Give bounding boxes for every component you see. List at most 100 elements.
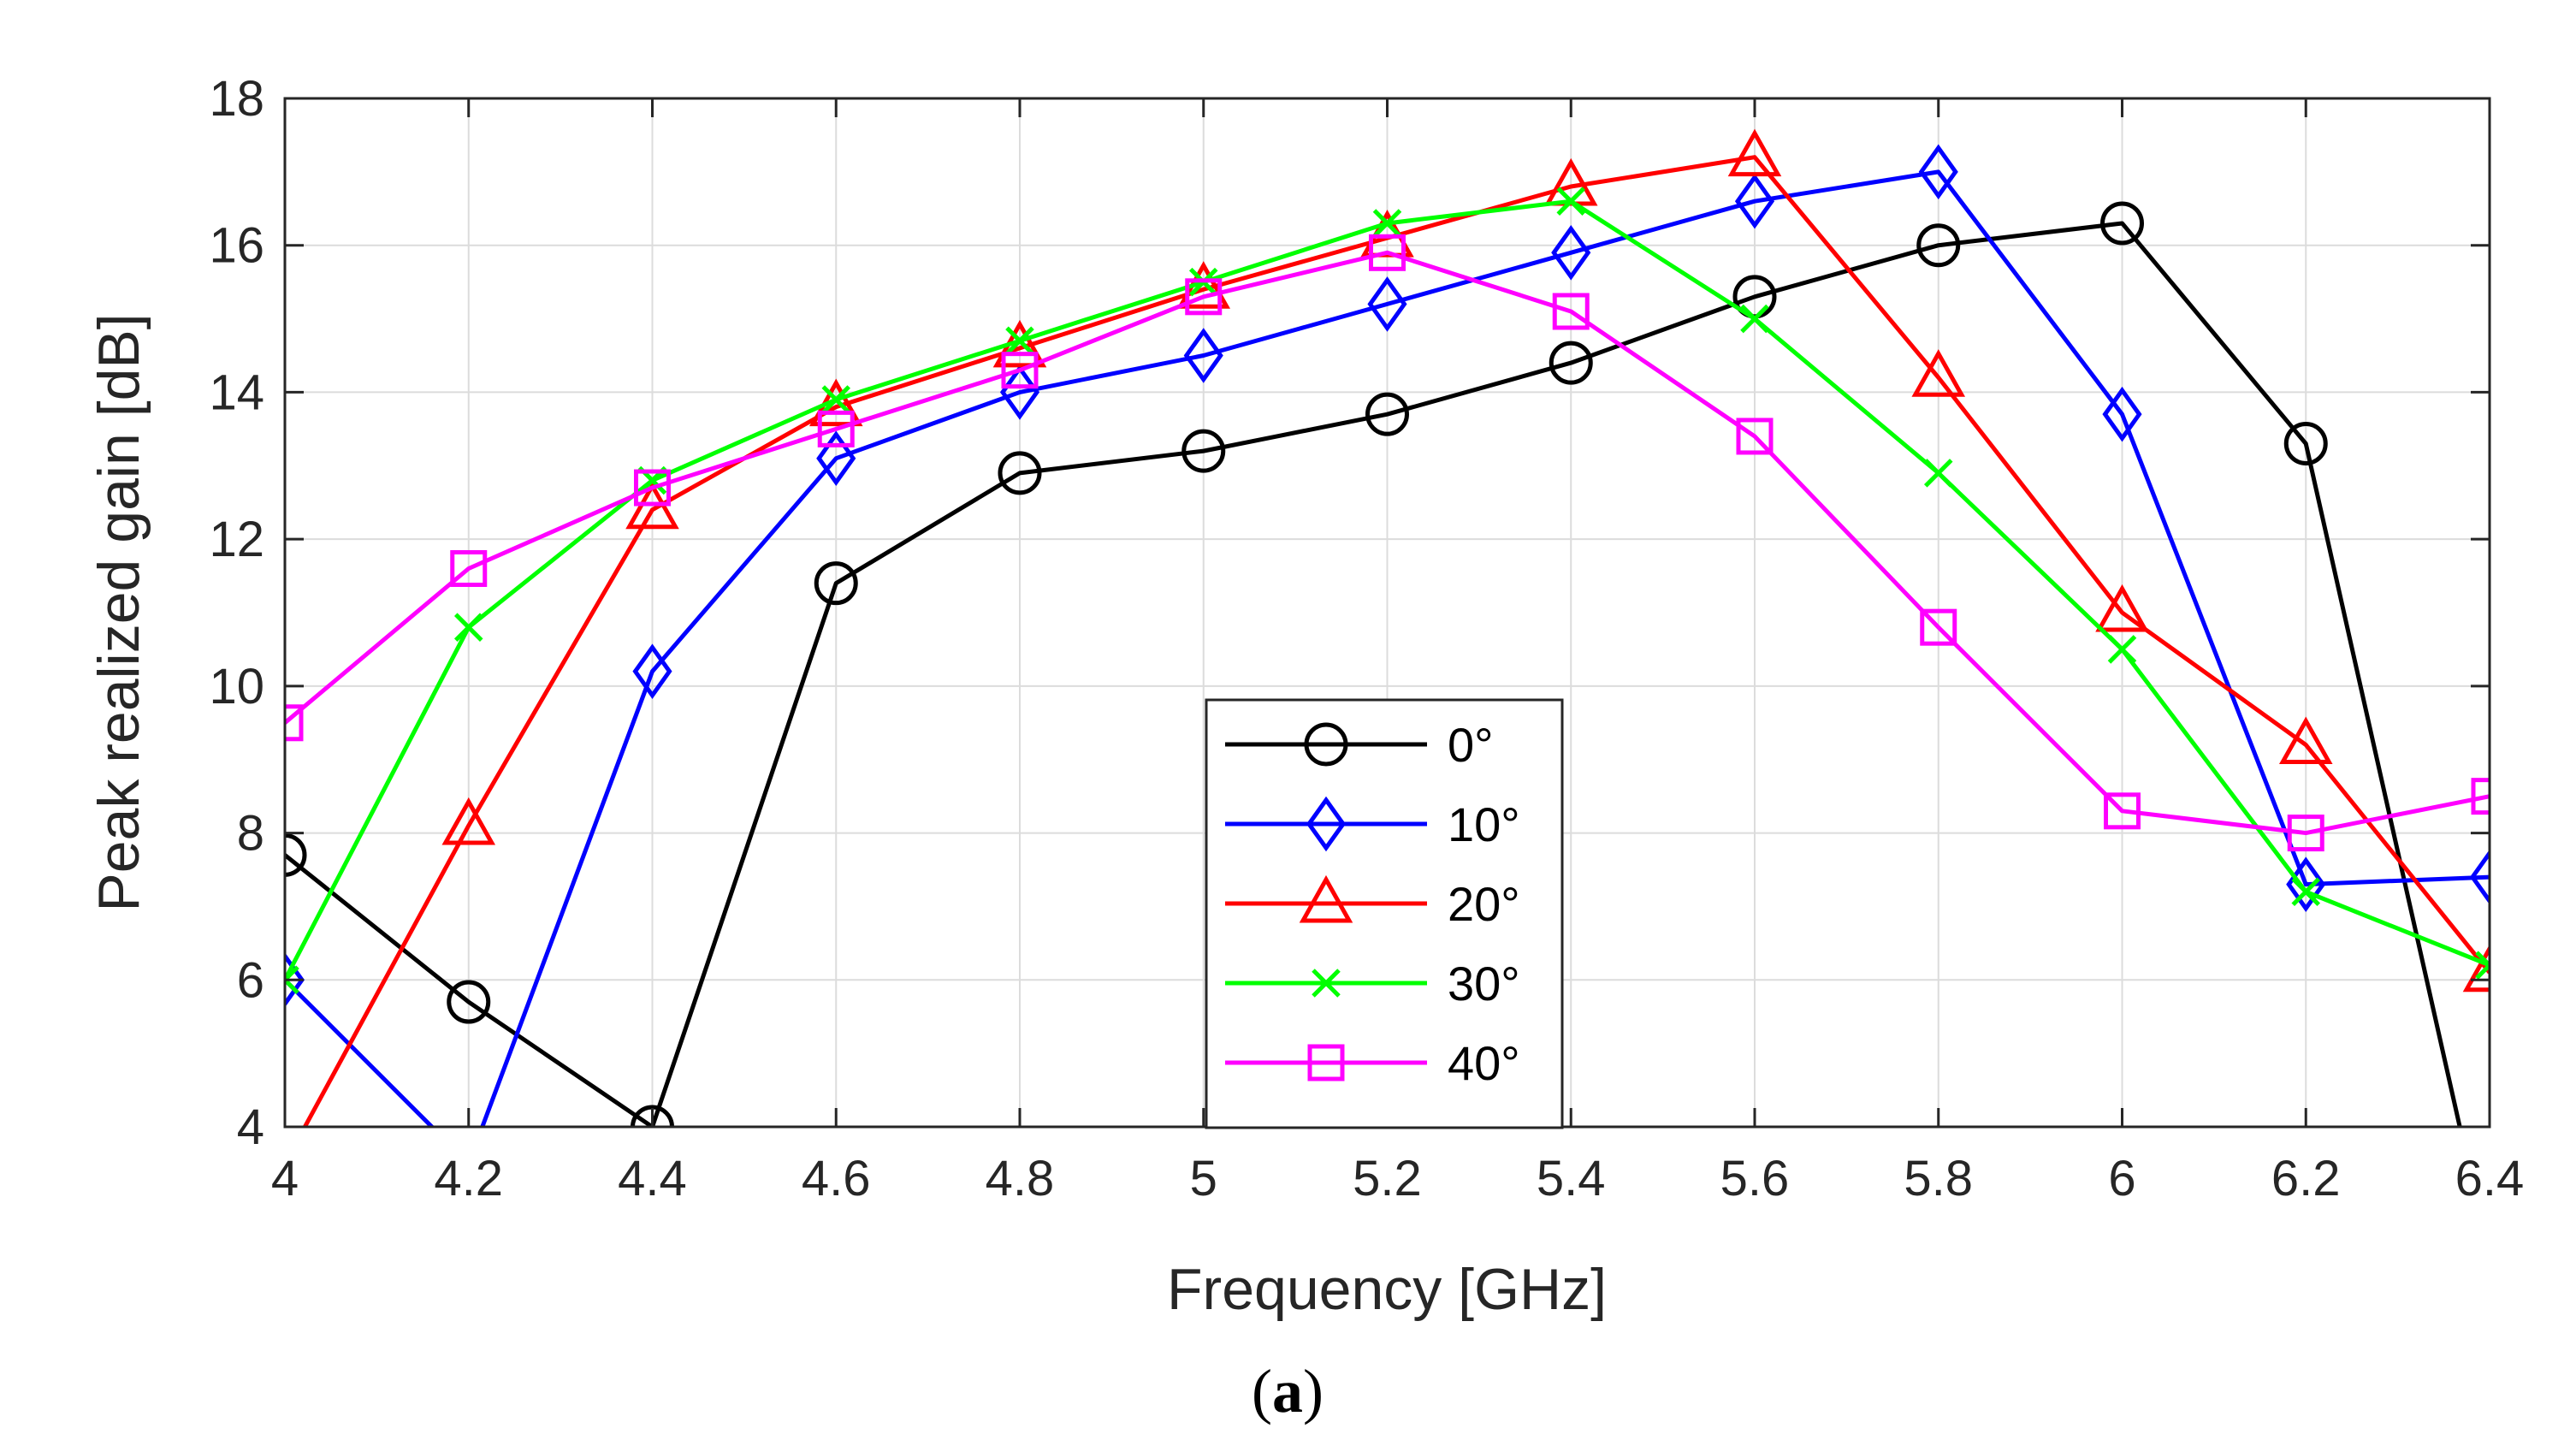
series-2-point-8 <box>1727 128 1782 177</box>
x-tick-label-10: 6 <box>2108 1151 2135 1206</box>
series-3-point-8-stroke-b <box>1740 304 1769 334</box>
caption: (a) <box>1252 1357 1324 1425</box>
x-tick-label-11: 6.2 <box>2271 1151 2341 1206</box>
legend-marker-2 <box>1299 874 1353 923</box>
series-0-point-9 <box>1916 223 1961 268</box>
legend-marker-0 <box>1304 722 1348 767</box>
series-0 <box>285 201 2462 1127</box>
series-0-point-2 <box>631 1105 674 1127</box>
legend-label-4: 40° <box>1448 1036 1520 1090</box>
series-3-point-4 <box>1005 326 1034 356</box>
series-0-point-1 <box>447 980 491 1024</box>
series-3-point-12-stroke-b <box>2475 962 2490 980</box>
x-axis-title: Frequency [GHz] <box>1167 1257 1607 1322</box>
y-tick-label-6: 16 <box>209 218 264 274</box>
legend-marker-3 <box>1312 969 1341 998</box>
legend-label-0: 0° <box>1448 718 1494 772</box>
series-1-point-6 <box>1367 276 1407 332</box>
series-group <box>285 128 2490 1127</box>
series-1-point-10 <box>2102 386 2142 442</box>
x-tick-label-8: 5.6 <box>1720 1151 1790 1206</box>
series-1-line <box>285 169 2490 1127</box>
series-0-line <box>285 221 2462 1127</box>
legend-marker-1 <box>1306 796 1347 852</box>
legend-box <box>1205 698 1564 1129</box>
legend-item-4: 40° <box>1225 1036 1520 1090</box>
legend-label-1: 10° <box>1448 797 1520 851</box>
series-4-point-2 <box>634 469 671 507</box>
x-tick-label-1: 4.2 <box>434 1151 503 1206</box>
series-3-point-3 <box>821 385 851 414</box>
x-tick-label-7: 5.4 <box>1537 1151 1606 1206</box>
series-0-point-0 <box>285 833 307 877</box>
series-3-point-0 <box>285 965 299 995</box>
x-tick-label-3: 4.6 <box>802 1151 871 1206</box>
x-tick-label-2: 4.4 <box>618 1151 687 1206</box>
series-3-point-7 <box>1556 187 1586 216</box>
series-1-point-3 <box>816 430 856 487</box>
legend-item-2: 20° <box>1225 874 1520 931</box>
y-tick-label-0: 4 <box>237 1099 264 1155</box>
series-4-point-6 <box>1369 234 1406 271</box>
series-3-point-6-stroke-b <box>1372 209 1402 238</box>
series-3-point-1 <box>453 613 483 642</box>
series-4-point-1 <box>450 549 488 587</box>
series-1-point-0 <box>285 951 305 1008</box>
legend-label-2: 20° <box>1448 877 1520 931</box>
legend-item-3: 30° <box>1225 957 1520 1010</box>
x-tick-label-6: 5.2 <box>1353 1151 1422 1206</box>
series-4-point-4 <box>1001 352 1039 389</box>
series-2-point-1 <box>441 797 496 845</box>
y-tick-label-4: 12 <box>209 512 264 567</box>
series-1-point-8 <box>1734 173 1775 229</box>
series-3-point-7-stroke-b <box>1556 187 1586 216</box>
series-0-point-4 <box>998 451 1042 495</box>
series-3-point-9 <box>1923 459 1953 488</box>
series-3-point-6 <box>1372 209 1402 238</box>
axis-tick-labels: 4 4.2 4.4 4.6 4.8 5 5.2 5.4 5.6 5.8 6 6.2 6.4 4 6 8 10 12… <box>209 71 2524 1206</box>
x-tick-label-0: 4 <box>271 1151 299 1206</box>
series-4-point-12 <box>2471 778 2490 815</box>
series-1-point-2 <box>632 643 672 699</box>
y-tick-label-1: 6 <box>237 952 264 1008</box>
series-0-point-11 <box>2283 422 2328 466</box>
series-4-line <box>285 250 2490 836</box>
legend-marker-4 <box>1307 1044 1345 1081</box>
series-4-point-11 <box>2287 815 2324 852</box>
series-2-point-2 <box>625 481 679 530</box>
y-tick-label-7: 18 <box>209 71 264 127</box>
series-4-point-8 <box>1736 418 1774 455</box>
x-tick-label-5: 5 <box>1190 1151 1217 1206</box>
y-tick-label-3: 10 <box>209 659 264 714</box>
series-3-point-8 <box>1740 304 1769 334</box>
legend-label-3: 30° <box>1448 957 1520 1010</box>
series-1 <box>285 144 2490 1127</box>
series-4-point-9 <box>1920 608 1957 646</box>
series-0-point-6 <box>1365 392 1409 436</box>
series-2-point-12 <box>2462 944 2490 993</box>
series-3-point-1-stroke-b <box>453 613 483 642</box>
series-3-point-11 <box>2291 877 2321 907</box>
series-3-point-0-stroke-b <box>285 965 299 983</box>
series-3-point-0-stroke-a <box>285 976 299 995</box>
series-1-point-9 <box>1918 144 1958 200</box>
series-4-point-10 <box>2104 792 2141 830</box>
legend-item-0: 0° <box>1225 718 1494 772</box>
series-3-point-4-stroke-b <box>1005 326 1034 356</box>
y-tick-label-2: 8 <box>237 806 264 862</box>
series-3-point-10 <box>2107 635 2137 664</box>
series-3-point-10-stroke-b <box>2107 635 2137 664</box>
y-tick-label-5: 14 <box>209 364 264 420</box>
series-4-point-7 <box>1552 293 1590 330</box>
axis-ticks <box>283 97 2491 1129</box>
series-3-point-12-stroke-a <box>2475 951 2490 969</box>
series-1-point-5 <box>1183 328 1223 383</box>
series-4-point-3 <box>817 410 855 447</box>
series-1-point-7 <box>1551 224 1591 281</box>
series-0-point-10 <box>2100 201 2144 246</box>
series-3-point-3-stroke-b <box>821 385 851 414</box>
legend: 0° 10° 20° 30° 40° <box>1205 698 1564 1129</box>
x-tick-label-9: 5.8 <box>1904 1151 1973 1206</box>
series-3-point-11-stroke-b <box>2291 877 2321 907</box>
